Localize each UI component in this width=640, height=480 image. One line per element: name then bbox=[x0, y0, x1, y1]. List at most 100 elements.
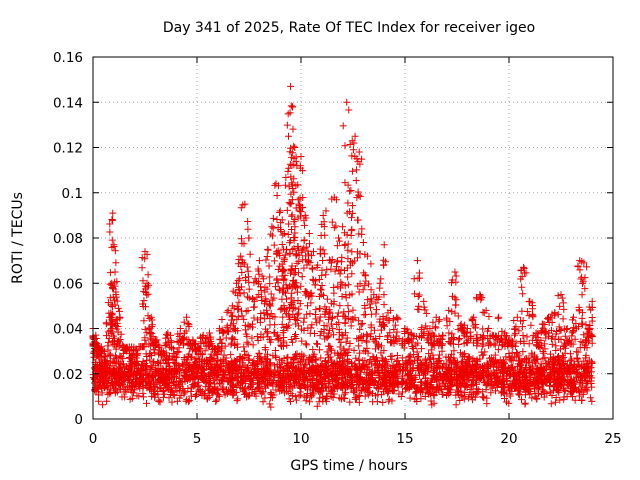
data-point-cluster bbox=[337, 266, 345, 274]
data-point-background bbox=[418, 368, 426, 376]
data-point-background bbox=[522, 354, 530, 362]
data-point-background bbox=[494, 358, 502, 366]
data-point-cluster bbox=[140, 317, 148, 325]
data-point-cluster bbox=[283, 206, 291, 214]
data-point-cluster bbox=[429, 340, 437, 348]
data-point-background bbox=[457, 387, 465, 395]
data-point-cluster bbox=[479, 333, 487, 341]
data-point-cluster bbox=[455, 341, 463, 349]
data-point-cluster bbox=[341, 282, 349, 290]
data-point-background bbox=[578, 382, 586, 390]
data-point-background bbox=[126, 372, 134, 380]
data-point-background bbox=[381, 370, 389, 378]
data-point-background bbox=[374, 364, 382, 372]
data-point-cluster bbox=[540, 340, 548, 348]
data-point-cluster bbox=[286, 200, 294, 208]
data-point-cluster bbox=[455, 334, 463, 342]
data-point-cluster bbox=[325, 313, 333, 321]
data-point-background bbox=[435, 351, 443, 359]
data-point-cluster bbox=[273, 192, 281, 200]
data-point-cluster bbox=[452, 278, 460, 286]
data-point-cluster bbox=[356, 192, 364, 200]
data-point-background bbox=[229, 386, 237, 394]
data-point-background bbox=[388, 355, 396, 363]
data-point-background bbox=[272, 353, 280, 361]
data-point-cluster bbox=[417, 333, 425, 341]
data-point-background bbox=[119, 355, 127, 363]
data-point-cluster bbox=[295, 322, 303, 330]
data-point-background bbox=[215, 391, 223, 399]
data-point-cluster bbox=[578, 319, 586, 327]
data-point-cluster bbox=[307, 324, 315, 332]
data-point-background bbox=[283, 359, 291, 367]
data-point-cluster bbox=[128, 353, 136, 361]
y-tick-label: 0.02 bbox=[53, 367, 83, 383]
data-point-cluster bbox=[348, 137, 356, 145]
data-point-background bbox=[464, 394, 472, 402]
data-point-cluster bbox=[328, 314, 336, 322]
data-point-background bbox=[227, 376, 235, 384]
data-point-background bbox=[375, 372, 383, 380]
data-point-cluster bbox=[586, 322, 594, 330]
data-point-cluster bbox=[437, 335, 445, 343]
data-point-cluster bbox=[355, 288, 363, 296]
data-point-background bbox=[313, 402, 321, 410]
data-point-cluster bbox=[552, 342, 560, 350]
data-point-cluster bbox=[280, 275, 288, 283]
data-point-cluster bbox=[312, 306, 320, 314]
data-point-cluster bbox=[485, 339, 493, 347]
data-point-cluster bbox=[268, 232, 276, 240]
data-point-background bbox=[360, 361, 368, 369]
data-point-cluster bbox=[141, 334, 149, 342]
data-point-background bbox=[310, 390, 318, 398]
data-point-cluster bbox=[558, 294, 566, 302]
data-point-background bbox=[342, 365, 350, 373]
data-point-background bbox=[516, 367, 524, 375]
data-point-background bbox=[448, 350, 456, 358]
data-point bbox=[457, 320, 465, 328]
data-point-cluster bbox=[300, 236, 308, 244]
data-point-cluster bbox=[273, 276, 281, 284]
data-point-background bbox=[355, 355, 363, 363]
data-point-cluster bbox=[567, 340, 575, 348]
data-point-cluster bbox=[331, 267, 339, 275]
data-point-background bbox=[503, 398, 511, 406]
x-tick-label: 5 bbox=[193, 431, 202, 447]
data-point-background bbox=[262, 355, 270, 363]
data-point-background bbox=[413, 364, 421, 372]
data-point-cluster bbox=[257, 310, 265, 318]
data-point-background bbox=[575, 361, 583, 369]
data-point bbox=[147, 313, 155, 321]
data-point-background bbox=[178, 360, 186, 368]
data-point-cluster bbox=[264, 333, 272, 341]
data-point-background bbox=[309, 388, 317, 396]
data-point-background bbox=[514, 350, 522, 358]
data-point-background bbox=[349, 376, 357, 384]
data-point-background bbox=[164, 383, 172, 391]
data-point-cluster bbox=[148, 316, 156, 324]
data-point-cluster bbox=[341, 319, 349, 327]
data-point-cluster bbox=[233, 340, 241, 348]
data-point-background bbox=[108, 381, 116, 389]
data-point-cluster bbox=[290, 175, 298, 183]
data-point-background bbox=[382, 386, 390, 394]
data-point-background bbox=[151, 393, 159, 401]
data-point-cluster bbox=[305, 240, 313, 248]
data-point bbox=[280, 229, 288, 237]
data-point-cluster bbox=[282, 307, 290, 315]
data-point-background bbox=[135, 392, 143, 400]
data-point-cluster bbox=[168, 344, 176, 352]
data-point-background bbox=[107, 351, 115, 359]
data-point bbox=[343, 98, 351, 106]
data-point-background bbox=[287, 379, 295, 387]
data-point-cluster bbox=[363, 338, 371, 346]
data-point bbox=[370, 291, 378, 299]
data-point-background bbox=[453, 358, 461, 366]
data-point-cluster bbox=[339, 332, 347, 340]
data-point-background bbox=[402, 360, 410, 368]
data-point-cluster bbox=[412, 341, 420, 349]
data-point-cluster bbox=[138, 264, 146, 272]
data-point-background bbox=[486, 354, 494, 362]
data-point-cluster bbox=[240, 315, 248, 323]
data-point-cluster bbox=[282, 174, 290, 181]
